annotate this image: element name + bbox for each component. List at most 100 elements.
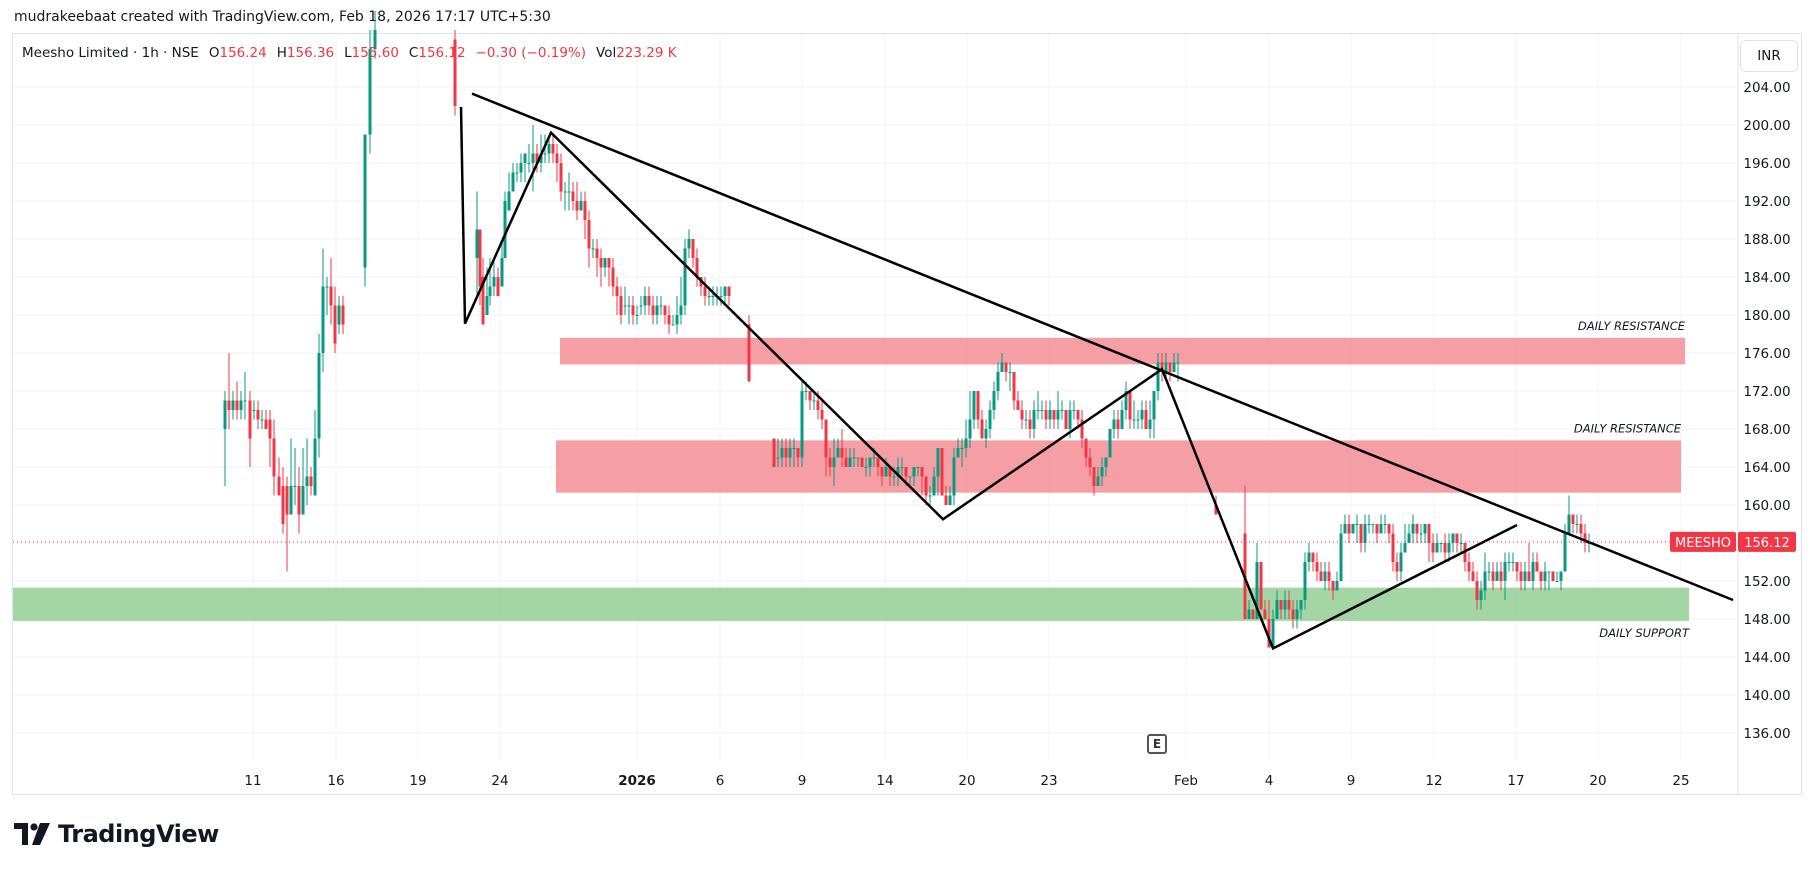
time-tick-label: 25 bbox=[1672, 773, 1689, 789]
candle-body bbox=[1535, 562, 1539, 572]
candle-body bbox=[1559, 571, 1563, 581]
candle-body bbox=[575, 201, 579, 211]
candle-body bbox=[1060, 410, 1064, 411]
candle-body bbox=[1076, 410, 1080, 420]
candle-body bbox=[239, 400, 243, 410]
candle-body bbox=[1375, 524, 1379, 534]
candle-body bbox=[804, 391, 808, 392]
candle-body bbox=[1475, 581, 1479, 600]
candle-body bbox=[920, 467, 924, 477]
candle-body bbox=[667, 315, 671, 325]
candle-body bbox=[924, 476, 928, 496]
candle-body bbox=[687, 239, 691, 249]
currency-button[interactable]: INR bbox=[1740, 40, 1798, 72]
candle-body bbox=[1020, 410, 1024, 420]
candle-body bbox=[1339, 533, 1343, 581]
candle-body bbox=[1395, 562, 1399, 572]
attribution-text: mudrakeebaat created with TradingView.co… bbox=[14, 9, 551, 25]
candle-body bbox=[928, 495, 932, 497]
candle-body bbox=[1044, 410, 1048, 420]
candle-body bbox=[1579, 524, 1583, 534]
candle-body bbox=[1315, 562, 1319, 572]
candle-body bbox=[1172, 362, 1176, 372]
candle-body bbox=[1511, 562, 1515, 563]
price-tick-label: 172.00 bbox=[1743, 384, 1790, 400]
candle-body bbox=[1267, 619, 1271, 648]
price-tick-label: 164.00 bbox=[1743, 460, 1790, 476]
candle-body bbox=[1164, 362, 1168, 372]
candle-body bbox=[478, 229, 482, 287]
candle-body bbox=[651, 305, 655, 315]
resistance-zone-label: DAILY RESISTANCE bbox=[1574, 421, 1682, 435]
candle-body bbox=[972, 391, 976, 420]
candle-body bbox=[1136, 419, 1140, 421]
candle-body bbox=[268, 419, 272, 439]
candle-body bbox=[289, 486, 293, 515]
time-tick-label: 4 bbox=[1265, 773, 1274, 789]
candle-body bbox=[1291, 609, 1295, 619]
candle-body bbox=[615, 286, 619, 296]
candle-body bbox=[1251, 609, 1255, 619]
candle-body bbox=[1347, 524, 1351, 534]
candle-body bbox=[619, 296, 623, 315]
last-price-label bbox=[1738, 531, 1796, 552]
candle-body bbox=[828, 457, 832, 467]
candle-body bbox=[996, 372, 1000, 391]
time-tick-label: 24 bbox=[491, 773, 508, 789]
candle-body bbox=[832, 457, 836, 467]
earnings-marker-icon[interactable]: E bbox=[1147, 734, 1167, 754]
price-tick-label: 180.00 bbox=[1743, 308, 1790, 324]
candle-body bbox=[500, 258, 504, 287]
candle-body bbox=[852, 457, 856, 459]
candle-body bbox=[816, 400, 820, 410]
candle-body bbox=[1032, 410, 1036, 429]
candle-body bbox=[1307, 552, 1311, 562]
price-tick-label: 176.00 bbox=[1743, 346, 1790, 362]
symbol-legend: Meesho Limited · 1h · NSE O 156.24 H 156.3… bbox=[22, 45, 677, 61]
candle-body bbox=[772, 438, 776, 467]
candle-body bbox=[1407, 533, 1411, 543]
candle-body bbox=[968, 419, 972, 439]
candle-body bbox=[1507, 562, 1511, 563]
tradingview-logo[interactable]: TradingView bbox=[14, 820, 219, 848]
time-tick-label: 12 bbox=[1425, 773, 1442, 789]
price-tick-label: 188.00 bbox=[1743, 232, 1790, 248]
candle-body bbox=[1064, 410, 1068, 429]
candle-body bbox=[519, 163, 523, 173]
high-label: H bbox=[276, 45, 287, 61]
price-tick-label: 144.00 bbox=[1743, 650, 1790, 666]
candle-body bbox=[880, 467, 884, 477]
time-tick-label: 16 bbox=[327, 773, 344, 789]
candle-body bbox=[659, 305, 663, 307]
candle-body bbox=[248, 400, 252, 439]
symbol-description[interactable]: Meesho Limited · 1h · NSE bbox=[22, 45, 199, 61]
candle-body bbox=[896, 467, 900, 477]
candle-body bbox=[1040, 410, 1044, 411]
candle-body bbox=[1419, 533, 1423, 535]
candle-body bbox=[1411, 524, 1415, 534]
candle-body bbox=[1435, 543, 1439, 553]
price-tick-label: 168.00 bbox=[1743, 422, 1790, 438]
candle-body bbox=[260, 419, 264, 421]
candle-body bbox=[231, 400, 235, 410]
candle-body bbox=[956, 448, 960, 458]
candle-body bbox=[587, 220, 591, 249]
high-value: 156.36 bbox=[286, 45, 335, 61]
chart-frame[interactable] bbox=[12, 33, 1802, 795]
candle-body bbox=[1367, 524, 1371, 525]
candle-body bbox=[1359, 524, 1363, 543]
candle-body bbox=[277, 476, 281, 496]
candle-body bbox=[309, 476, 313, 486]
candle-body bbox=[707, 296, 711, 297]
candle-body bbox=[475, 229, 479, 258]
candle-body bbox=[1263, 609, 1267, 619]
candle-body bbox=[1491, 571, 1495, 581]
candle-body bbox=[1096, 476, 1100, 486]
resistance-zone bbox=[560, 337, 1685, 365]
time-tick-label: 19 bbox=[409, 773, 426, 789]
candle-body bbox=[964, 438, 968, 448]
candle-body bbox=[1140, 410, 1144, 420]
candle-body bbox=[1563, 533, 1567, 572]
candle-body bbox=[1000, 362, 1004, 372]
